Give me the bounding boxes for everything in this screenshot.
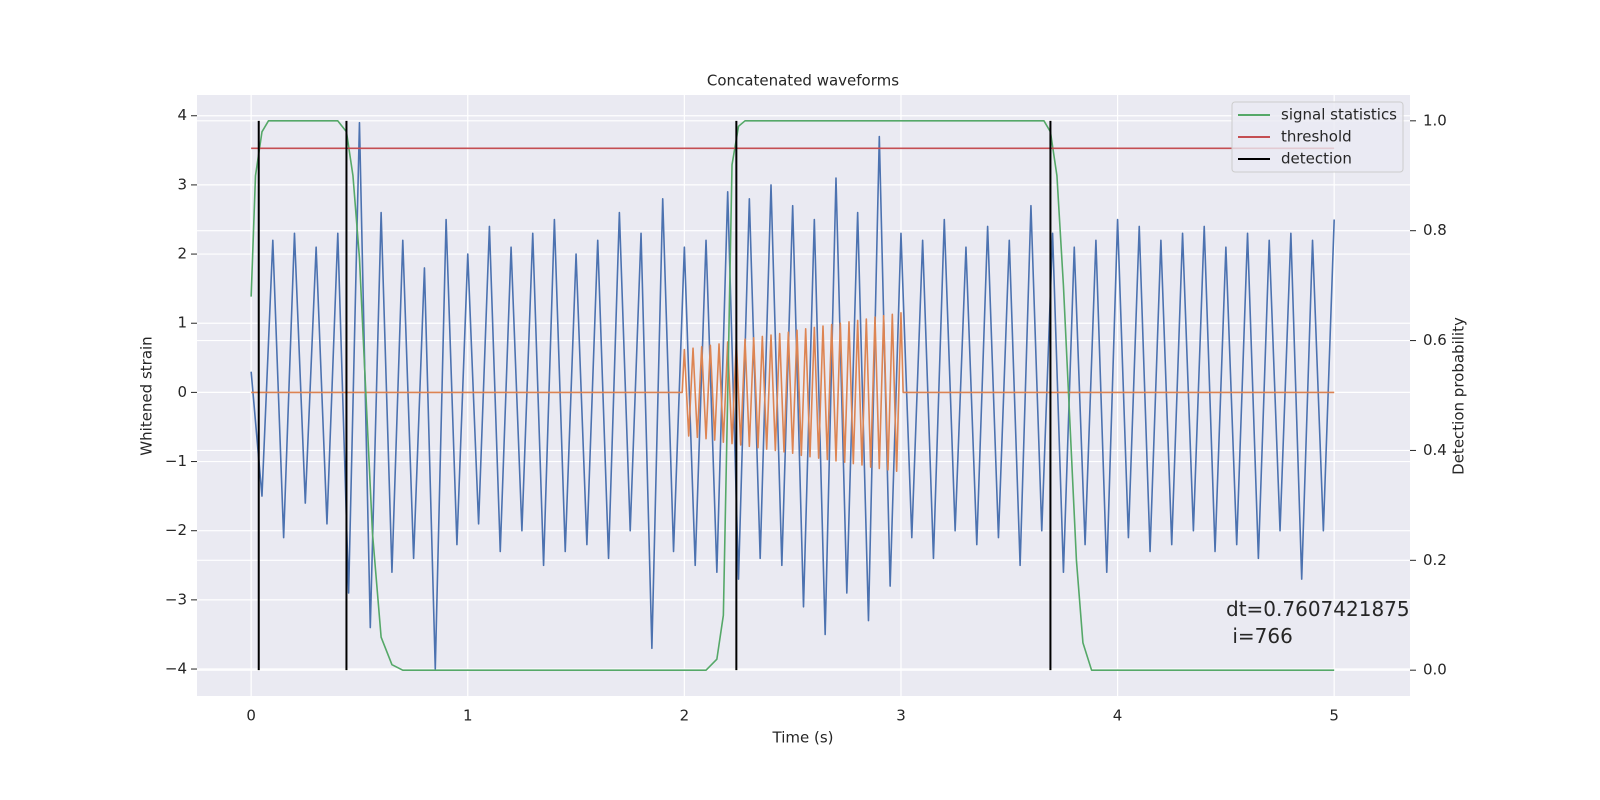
x-tick-label: 5 [1329,707,1339,725]
y-tick-label: 3 [177,175,187,193]
x-tick-label: 4 [1113,707,1123,725]
y-axis-label: Whitened strain [138,336,156,455]
x-tick-label: 3 [896,707,906,725]
y2-tick-label: 0.8 [1423,221,1447,239]
legend-label: detection [1281,150,1352,168]
legend-label: threshold [1281,128,1352,146]
annotation: dt=0.7607421875 i=766 [1226,597,1410,648]
series-line [251,312,1335,473]
y-tick-label: −2 [165,521,187,539]
y2-tick-label: 0.4 [1423,441,1447,459]
y-tick-label: 4 [177,106,187,124]
y-tick-label: −4 [165,660,187,678]
series-line [250,121,1335,670]
y-tick-label: 2 [177,245,187,263]
chart-title: Concatenated waveforms [707,72,899,90]
x-axis-label: Time (s) [772,729,834,747]
y-tick-label: 0 [177,383,187,401]
y-tick-label: 1 [177,314,187,332]
x-tick-label: 0 [246,707,256,725]
y2-axis-label: Detection probability [1450,317,1468,475]
y2-tick-label: 0.0 [1423,661,1447,679]
legend-label: signal statistics [1281,106,1397,124]
y-tick-label: −1 [165,452,187,470]
y2-tick-label: 1.0 [1423,111,1447,129]
y-tick-label: −3 [165,590,187,608]
y2-tick-label: 0.2 [1423,551,1447,569]
x-tick-label: 1 [463,707,473,725]
legend-box [1231,101,1404,173]
y2-tick-label: 0.6 [1423,331,1447,349]
x-tick-label: 2 [680,707,690,725]
series-line [250,120,1335,671]
